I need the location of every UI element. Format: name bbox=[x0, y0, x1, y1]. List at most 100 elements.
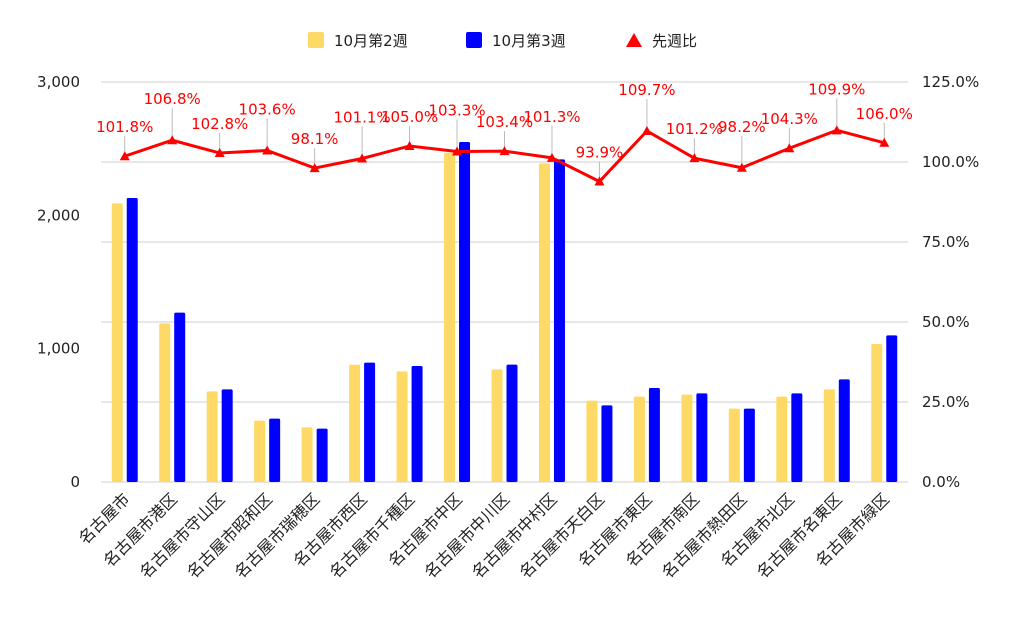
bar-series-1 bbox=[444, 152, 456, 482]
left-axis-ticks: 0 1,000 2,000 3,000 bbox=[37, 73, 80, 491]
category-label: 名古屋市熱田区 bbox=[658, 489, 751, 582]
bar-series-1 bbox=[776, 396, 788, 482]
bar-series-2 bbox=[411, 366, 423, 482]
legend-label-series-1: 10月第2週 bbox=[334, 32, 408, 50]
ratio-marker bbox=[262, 145, 273, 155]
bar-series-2 bbox=[648, 388, 660, 482]
ratio-marker bbox=[452, 146, 463, 156]
right-tick-label: 0.0% bbox=[922, 473, 960, 491]
right-tick-label: 50.0% bbox=[922, 313, 970, 331]
legend: 10月第2週 10月第3週 先週比 bbox=[308, 32, 697, 50]
ratio-marker bbox=[119, 151, 130, 161]
ratio-marker bbox=[546, 152, 557, 162]
ratio-data-label: 101.2% bbox=[666, 120, 723, 138]
category-label: 名古屋市守山区 bbox=[136, 489, 229, 582]
bar-series-2 bbox=[221, 389, 233, 482]
ratio-data-label: 93.9% bbox=[576, 144, 624, 162]
ratio-marker bbox=[404, 141, 415, 150]
ratio-data-label: 98.1% bbox=[291, 130, 339, 148]
bar-series-1 bbox=[538, 163, 550, 483]
ratio-data-label: 106.0% bbox=[856, 105, 913, 123]
bar-series-2 bbox=[269, 418, 281, 482]
bar-series-2 bbox=[506, 364, 518, 482]
category-label: 名古屋市昭和区 bbox=[183, 489, 276, 582]
ratio-data-label: 101.8% bbox=[96, 118, 153, 136]
left-tick-label: 2,000 bbox=[37, 206, 80, 224]
ratio-data-label: 101.3% bbox=[523, 108, 580, 126]
bar-series-1 bbox=[871, 344, 883, 482]
legend-marker-series-3 bbox=[626, 33, 642, 47]
ratio-marker bbox=[879, 137, 890, 147]
ratio-marker bbox=[641, 125, 652, 135]
bar-series-2 bbox=[696, 393, 708, 482]
bar-series-2 bbox=[601, 405, 613, 482]
bar-series-1 bbox=[111, 203, 123, 483]
bar-series-2 bbox=[364, 362, 376, 482]
right-tick-label: 25.0% bbox=[922, 393, 970, 411]
ratio-marker bbox=[594, 176, 605, 186]
bar-series-1 bbox=[491, 369, 503, 482]
bar-series-2 bbox=[316, 428, 328, 482]
ratio-data-label: 105.0% bbox=[381, 108, 438, 126]
ratio-marker bbox=[784, 143, 795, 153]
bar-series-2 bbox=[459, 142, 471, 482]
category-label: 名古屋市中川区 bbox=[421, 489, 514, 582]
bar-series-1 bbox=[396, 371, 408, 482]
bar-series-2 bbox=[126, 198, 138, 482]
bar-series-1 bbox=[633, 396, 645, 482]
ratio-data-label: 103.4% bbox=[476, 113, 533, 131]
bar-series-1 bbox=[586, 400, 598, 482]
left-tick-label: 0 bbox=[70, 473, 80, 491]
bar-series-1 bbox=[254, 420, 266, 482]
ratio-data-label: 106.8% bbox=[144, 90, 201, 108]
ratio-marker bbox=[309, 163, 320, 173]
bar-series-2 bbox=[174, 312, 186, 482]
bar-series-1 bbox=[206, 391, 218, 482]
ratio-data-label: 103.6% bbox=[239, 100, 296, 118]
ratio-marker bbox=[736, 162, 747, 172]
bars bbox=[111, 142, 898, 483]
bar-series-1 bbox=[301, 427, 313, 482]
ratio-data-label: 109.9% bbox=[808, 80, 865, 98]
bar-series-1 bbox=[823, 389, 835, 482]
category-label: 名古屋市天白区 bbox=[516, 489, 609, 582]
ratio-marker bbox=[167, 135, 178, 145]
ratio-marker bbox=[831, 125, 842, 135]
ratio-data-label: 98.2% bbox=[718, 118, 766, 136]
ratio-marker bbox=[214, 148, 225, 158]
left-tick-label: 1,000 bbox=[37, 340, 80, 358]
category-label: 名古屋市名東区 bbox=[753, 489, 846, 582]
gridlines bbox=[101, 81, 908, 483]
legend-label-series-2: 10月第3週 bbox=[492, 32, 566, 50]
category-label: 名古屋市千種区 bbox=[326, 489, 419, 582]
bar-series-1 bbox=[159, 323, 171, 482]
ratio-marker bbox=[689, 153, 700, 163]
bar-series-1 bbox=[681, 394, 693, 482]
ratio-data-label: 109.7% bbox=[618, 81, 675, 99]
right-tick-label: 75.0% bbox=[922, 233, 970, 251]
category-label: 名古屋市中村区 bbox=[468, 489, 561, 582]
ratio-data-label: 102.8% bbox=[191, 115, 248, 133]
right-tick-label: 100.0% bbox=[922, 153, 979, 171]
legend-swatch-series-2 bbox=[466, 32, 482, 48]
legend-swatch-series-1 bbox=[308, 32, 324, 48]
ratio-data-label: 101.1% bbox=[333, 108, 390, 126]
ratio-data-label: 104.3% bbox=[761, 110, 818, 128]
category-labels: 名古屋市名古屋市港区名古屋市守山区名古屋市昭和区名古屋市瑞穂区名古屋市西区名古屋… bbox=[75, 489, 893, 582]
ratio-marker bbox=[499, 146, 510, 156]
ratio-marker bbox=[357, 153, 368, 163]
bar-series-2 bbox=[886, 335, 898, 482]
bar-series-2 bbox=[743, 408, 755, 482]
right-axis-ticks: 0.0% 25.0% 50.0% 75.0% 100.0% 125.0% bbox=[922, 73, 979, 491]
ratio-data-label: 103.3% bbox=[428, 101, 485, 119]
legend-label-series-3: 先週比 bbox=[652, 32, 697, 50]
left-tick-label: 3,000 bbox=[37, 73, 80, 91]
bar-series-2 bbox=[838, 379, 850, 482]
right-tick-label: 125.0% bbox=[922, 73, 979, 91]
bar-series-2 bbox=[553, 159, 565, 483]
bar-series-1 bbox=[728, 408, 740, 482]
bar-series-2 bbox=[791, 393, 803, 482]
ratio-line: 101.8% 106.8% 102.8%103.6% 98.1% 101.1%105.0… bbox=[96, 80, 913, 186]
bar-series-1 bbox=[349, 364, 361, 482]
